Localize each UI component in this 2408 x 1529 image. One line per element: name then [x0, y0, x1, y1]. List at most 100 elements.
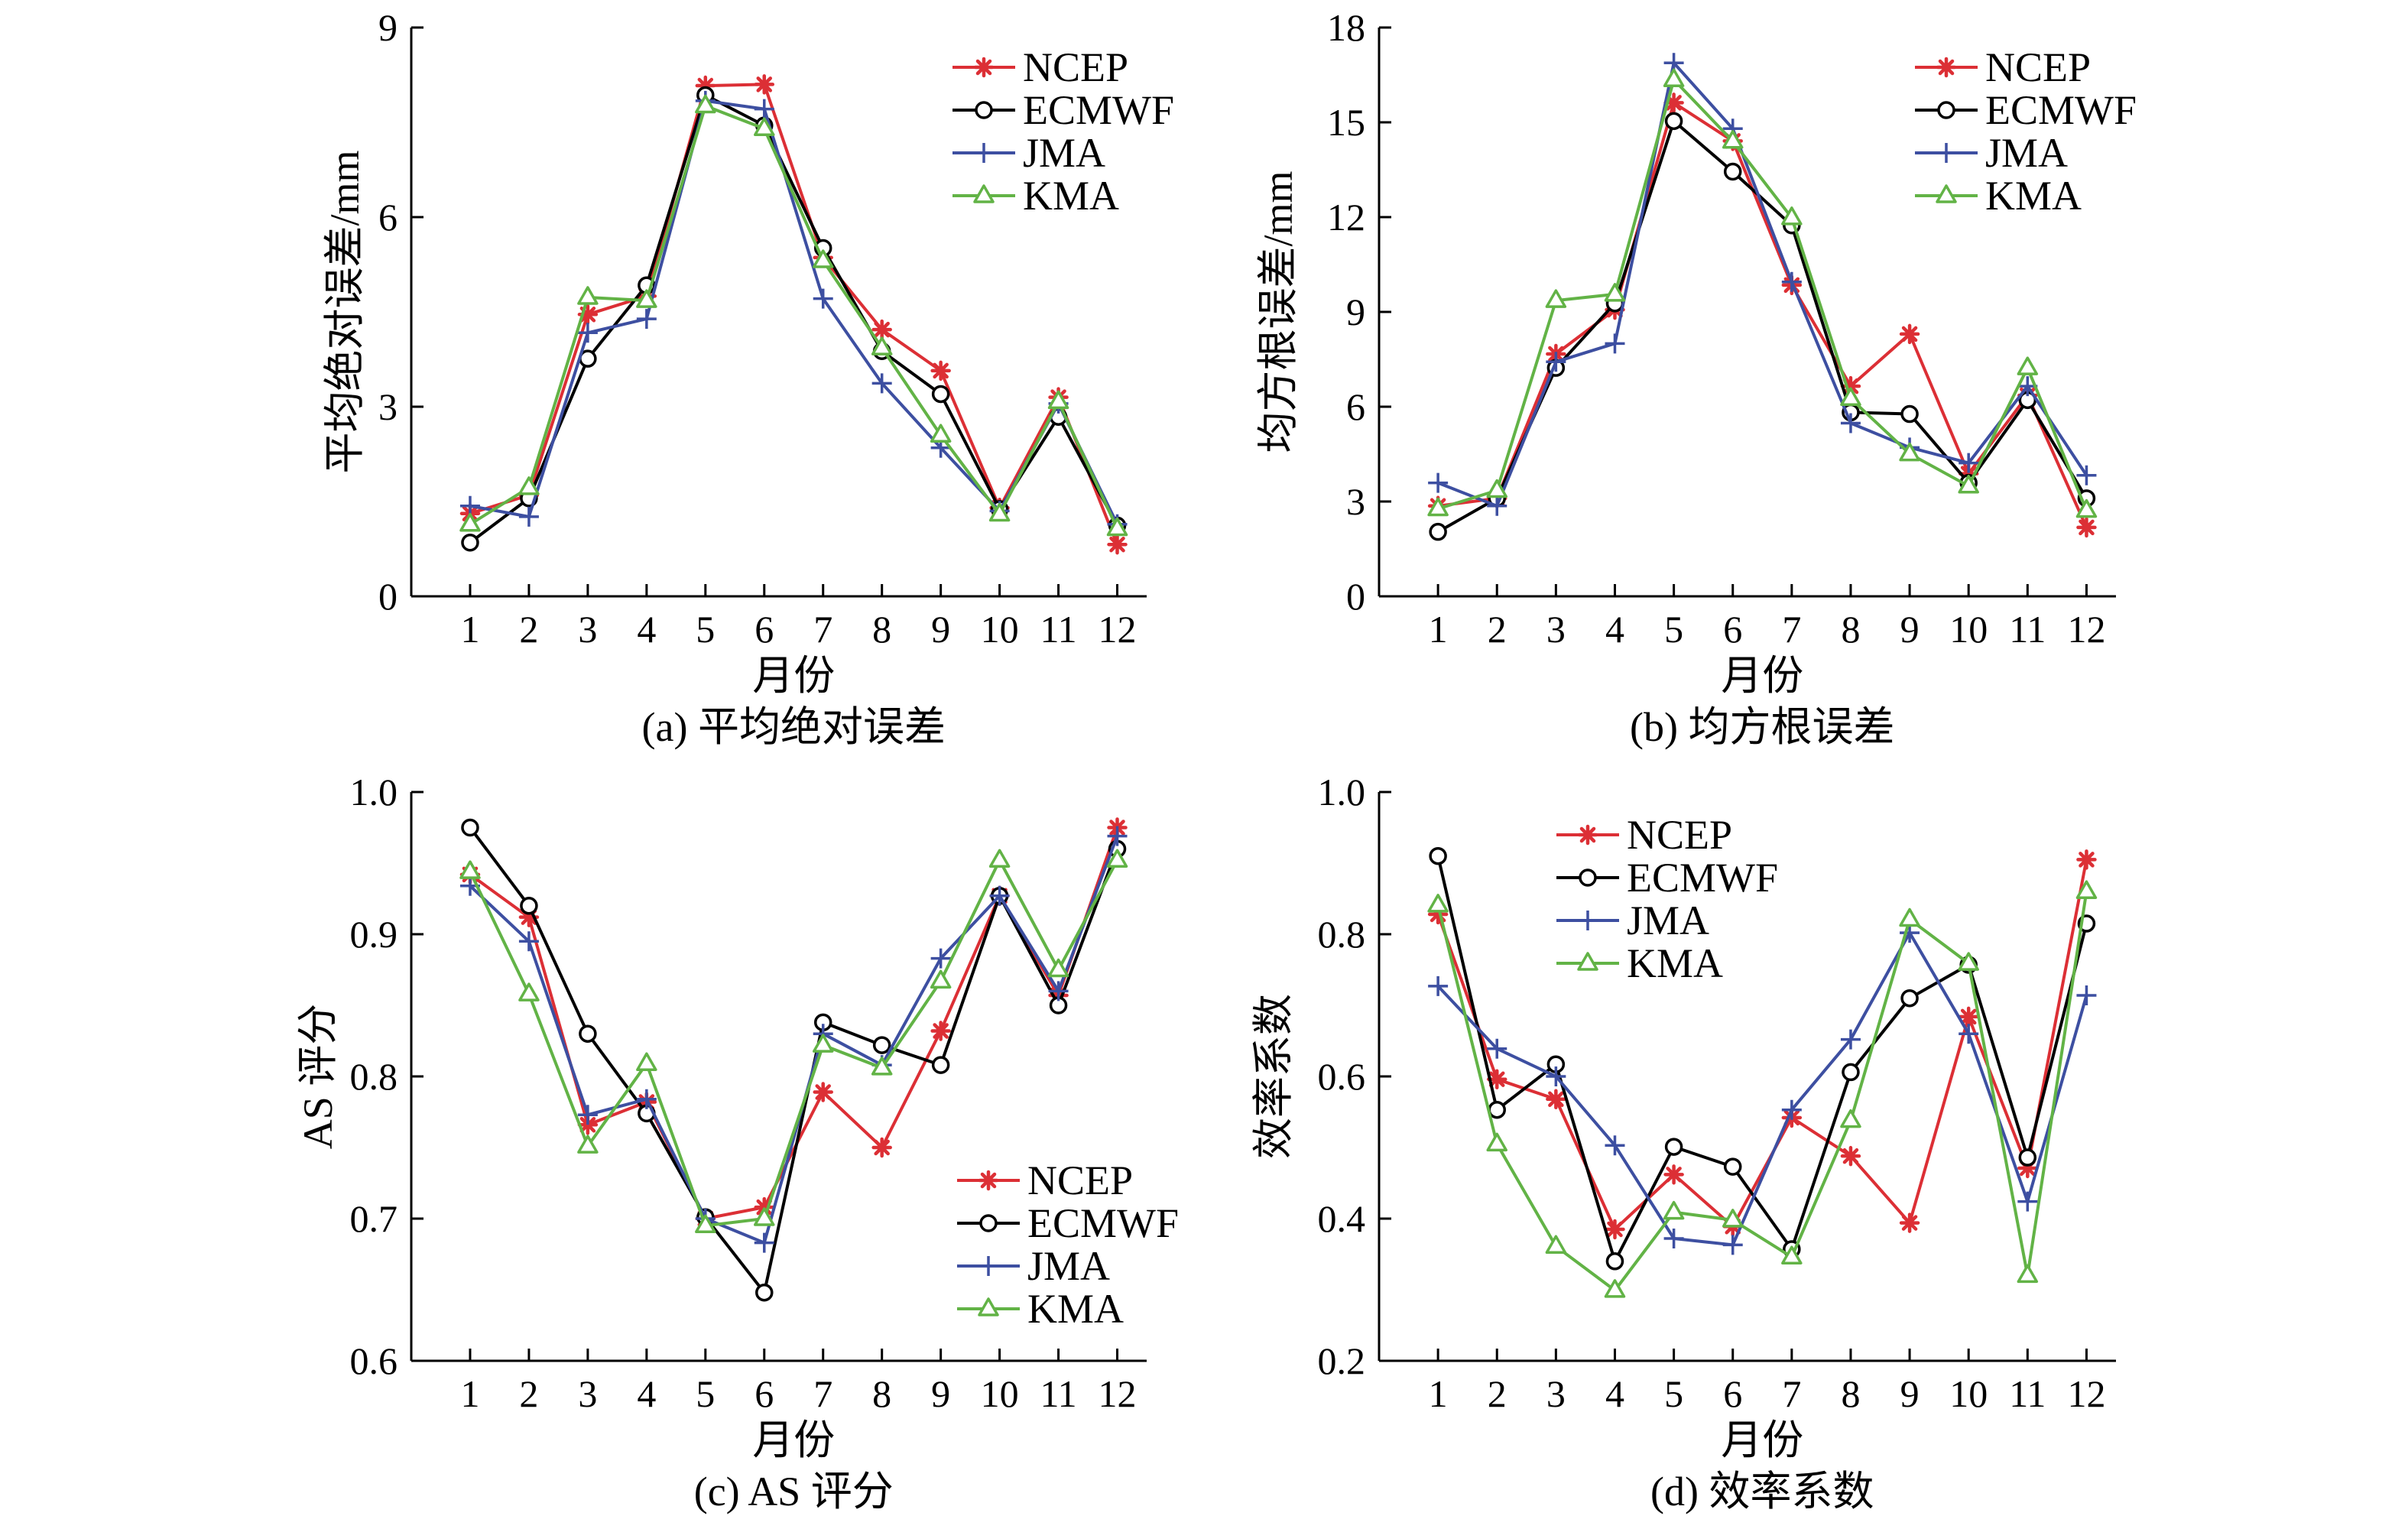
y-tick-label: 0.8 [1318, 913, 1366, 956]
series-line-kma [1436, 891, 2088, 1292]
y-tick-label: 0 [378, 575, 398, 618]
x-tick-label: 3 [1546, 608, 1566, 651]
data-point-kma [1958, 474, 1979, 494]
data-point-ncep [871, 319, 892, 340]
data-point-jma [813, 288, 833, 309]
data-point-kma [930, 424, 952, 443]
chart-caption: (b) 均方根误差 [1630, 704, 1894, 750]
x-tick-label: 7 [813, 1372, 832, 1415]
data-point-ecmwf [1429, 846, 1447, 865]
x-tick-label: 8 [872, 608, 891, 651]
data-point-jma [1487, 1038, 1507, 1059]
data-point-ncep [1663, 1164, 1684, 1185]
data-point-ncep [1605, 1219, 1625, 1240]
data-point-kma [1781, 1245, 1803, 1264]
legend-item-ecmwf: ECMWF [957, 1200, 1179, 1246]
data-point-kma [518, 982, 540, 1001]
data-point-ncep [1427, 904, 1449, 925]
legend-marker [974, 143, 994, 163]
data-point-kma [2075, 498, 2098, 518]
legend-marker [1937, 101, 1955, 119]
data-point-ncep [754, 1196, 775, 1218]
y-tick-label: 0.8 [350, 1055, 398, 1098]
data-point-kma [577, 286, 599, 305]
series-line-jma [1436, 931, 2088, 1247]
legend-item-kma: KMA [1915, 173, 2082, 219]
x-tick-label: 9 [931, 1372, 950, 1415]
x-tick-label: 7 [1782, 608, 1801, 651]
data-point-jma [1546, 1066, 1566, 1086]
data-point-ncep [1958, 1006, 1979, 1027]
x-tick-label: 1 [1429, 608, 1448, 651]
x-tick-label: 9 [1900, 1372, 1920, 1415]
data-point-jma [1722, 1235, 1743, 1255]
legend-item-ecmwf: ECMWF [952, 87, 1174, 133]
data-point-jma [1487, 495, 1507, 516]
legend-marker [973, 57, 995, 78]
data-point-kma [577, 1135, 599, 1154]
data-point-jma [2017, 1191, 2038, 1212]
data-point-ecmwf [1664, 1138, 1683, 1156]
x-tick-label: 4 [1605, 1372, 1624, 1415]
data-point-kma [812, 249, 834, 268]
y-tick-label: 3 [378, 385, 398, 428]
data-point-jma [518, 931, 539, 952]
data-point-jma [1107, 826, 1128, 846]
data-point-jma [871, 373, 892, 394]
data-point-jma [1546, 352, 1566, 372]
x-tick-label: 10 [1949, 1372, 1988, 1415]
data-point-ncep [754, 74, 775, 95]
legend-marker [973, 184, 995, 203]
x-tick-label: 6 [755, 1372, 774, 1415]
data-point-ncep [1840, 1145, 1861, 1167]
legend-item-kma: KMA [1556, 940, 1723, 986]
legend-marker [1577, 952, 1598, 971]
data-point-kma [1899, 442, 1920, 462]
data-point-ecmwf [1723, 162, 1742, 181]
data-point-jma [1428, 976, 1449, 996]
x-axis-title: 月份 [752, 653, 835, 699]
data-point-kma [1545, 1235, 1567, 1255]
x-tick-label: 8 [1841, 1372, 1860, 1415]
data-point-ecmwf [1900, 988, 1919, 1008]
x-tick-label: 5 [1664, 608, 1683, 651]
data-point-kma [2017, 356, 2039, 375]
x-tick-label: 11 [2009, 1372, 2046, 1415]
data-point-ncep [2076, 517, 2097, 538]
x-tick-label: 11 [1040, 1372, 1076, 1415]
data-point-kma [1047, 390, 1069, 410]
data-point-kma [1545, 289, 1567, 308]
x-tick-label: 2 [519, 1372, 538, 1415]
x-tick-label: 2 [1488, 1372, 1507, 1415]
x-tick-label: 2 [1488, 608, 1507, 651]
y-axis-title: 效率系数 [1251, 994, 1296, 1159]
x-tick-label: 1 [460, 608, 479, 651]
data-point-jma [754, 1232, 774, 1253]
data-point-jma [1840, 413, 1861, 433]
data-point-kma [2075, 880, 2098, 899]
legend-label: ECMWF [1985, 87, 2137, 133]
y-tick-label: 0.6 [1318, 1055, 1366, 1098]
x-axis-title: 月份 [752, 1417, 835, 1463]
legend-marker [1936, 184, 1957, 203]
data-point-ecmwf [461, 818, 479, 837]
x-tick-label: 4 [637, 1372, 656, 1415]
y-tick-label: 1.0 [1318, 771, 1366, 813]
data-point-kma [1106, 849, 1128, 868]
x-tick-label: 6 [1723, 1372, 1742, 1415]
data-point-kma [1663, 1200, 1685, 1220]
data-point-kma [988, 849, 1011, 868]
data-point-jma [459, 495, 480, 516]
data-point-ecmwf [1605, 1252, 1624, 1271]
data-point-ncep [577, 1114, 599, 1135]
x-tick-label: 1 [1429, 1372, 1448, 1415]
data-point-kma [636, 1052, 657, 1072]
